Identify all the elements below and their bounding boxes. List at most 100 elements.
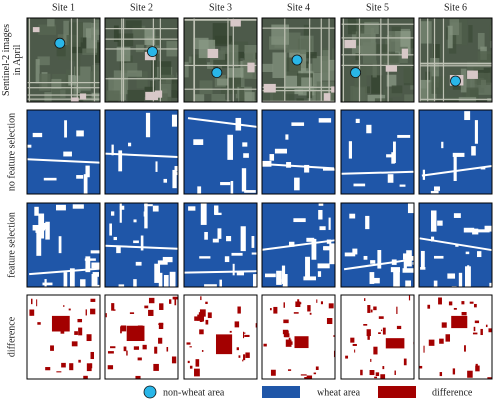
road: [121, 18, 123, 102]
non-wheat: [34, 206, 39, 216]
non-wheat: [441, 141, 444, 149]
road: [105, 244, 178, 250]
road: [27, 158, 100, 164]
non-wheat: [317, 263, 330, 269]
non-wheat: [311, 238, 317, 260]
road: [320, 18, 322, 102]
wheat-bg: [184, 203, 257, 287]
diff-speck: [380, 374, 386, 379]
diff-speck: [242, 331, 245, 339]
non-wheat: [365, 215, 370, 230]
non-wheat: [433, 255, 444, 259]
diff-speck: [378, 332, 381, 334]
non-wheat: [403, 253, 409, 260]
field: [296, 98, 304, 102]
non-wheat: [453, 213, 461, 218]
village: [207, 48, 219, 59]
non-wheat: [214, 205, 219, 215]
panel: [261, 202, 336, 288]
diff-speck: [36, 299, 38, 307]
non-wheat: [377, 250, 382, 269]
non-wheat: [319, 226, 326, 231]
diff-speck: [205, 301, 208, 304]
panel: [261, 109, 336, 195]
non-wheat: [58, 236, 62, 254]
diff-speck: [174, 298, 177, 306]
non-wheat: [282, 274, 288, 287]
non-wheat: [491, 227, 492, 231]
non-wheat: [304, 164, 310, 173]
legend-label: difference: [432, 387, 473, 398]
panel-content: [419, 110, 492, 194]
row-label: Sentinel-2 images: [1, 24, 12, 96]
village: [71, 97, 79, 102]
non-wheat: [155, 161, 158, 172]
road: [193, 18, 196, 102]
column-header: Site 5: [366, 2, 389, 13]
non-wheat: [399, 184, 406, 187]
panel-border: [104, 109, 179, 195]
panel-border: [104, 202, 179, 288]
field: [212, 23, 230, 46]
non-wheat: [193, 139, 204, 145]
diff-speck: [289, 341, 293, 345]
panel-border: [183, 109, 258, 195]
non-wheat: [349, 213, 356, 219]
road: [93, 18, 96, 102]
non-wheat: [217, 228, 222, 239]
non-wheat: [484, 225, 492, 232]
panel-border: [26, 202, 101, 288]
panel: [183, 202, 258, 288]
panel: [340, 17, 415, 103]
road: [28, 18, 31, 102]
field: [433, 44, 440, 59]
non-wheat: [285, 134, 289, 140]
panel: [26, 202, 101, 288]
diff-speck: [199, 309, 206, 317]
panel-content: [341, 110, 414, 194]
non-wheat: [72, 204, 84, 209]
column-header: Site 1: [52, 2, 75, 13]
field: [107, 100, 119, 102]
diff-speck: [473, 326, 476, 332]
panel: [183, 294, 258, 380]
diff-speck: [154, 346, 158, 354]
non-wheat: [133, 219, 137, 223]
non-wheat: [242, 142, 248, 147]
non-wheat: [109, 223, 112, 236]
field: [477, 51, 492, 68]
field: [237, 51, 245, 59]
non-wheat: [371, 277, 380, 284]
diff-speck: [304, 377, 308, 379]
field: [273, 86, 283, 102]
non-wheat: [281, 265, 286, 285]
field: [82, 48, 97, 55]
diff-speck: [74, 331, 78, 335]
diff-speck: [111, 303, 115, 311]
field: [381, 52, 399, 63]
non-wheat: [32, 225, 46, 231]
field: [272, 52, 287, 79]
diff-speck: [83, 375, 88, 379]
non-wheat: [174, 166, 178, 172]
panel-border: [418, 294, 493, 380]
panel-border: [418, 109, 493, 195]
diff-speck: [201, 350, 204, 352]
road: [442, 18, 445, 102]
field: [211, 93, 226, 102]
diff-speck: [60, 327, 65, 334]
non-wheat: [406, 250, 412, 267]
diff-speck: [77, 318, 83, 323]
diff-speck: [480, 328, 483, 336]
field: [38, 24, 57, 35]
column-header: Site 4: [287, 2, 310, 13]
diff-speck: [313, 372, 317, 375]
non-wheat: [45, 221, 50, 240]
diff-speck: [283, 302, 285, 308]
village: [154, 90, 163, 98]
wheat-bg: [105, 110, 178, 194]
field: [460, 68, 467, 93]
non-wheat: [369, 272, 375, 284]
non-wheat: [420, 250, 425, 268]
diff-speck: [110, 346, 116, 349]
